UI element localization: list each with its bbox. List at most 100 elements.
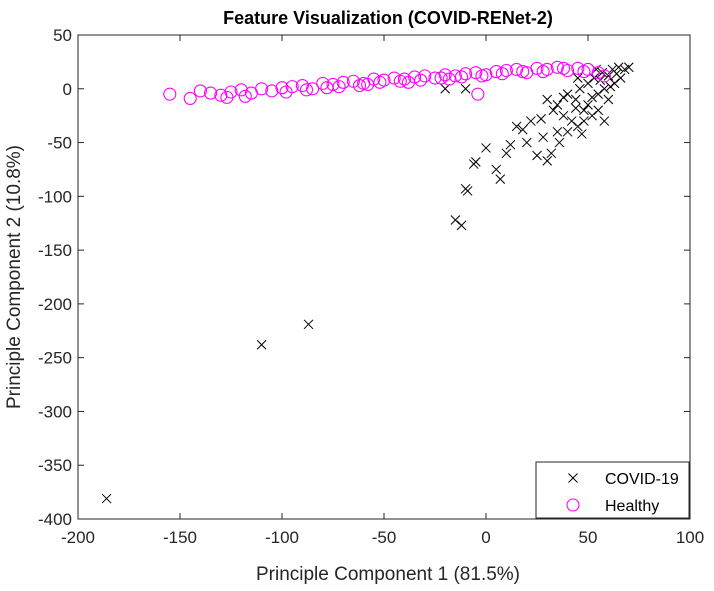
data-point-healthy bbox=[224, 85, 238, 99]
data-point-healthy bbox=[387, 71, 401, 85]
data-point-healthy bbox=[499, 63, 513, 78]
data-point-covid-19 bbox=[570, 103, 581, 113]
data-point-healthy bbox=[275, 81, 289, 95]
data-point-covid-19 bbox=[505, 139, 516, 150]
data-point-covid-19 bbox=[579, 116, 589, 126]
legend-marker-symbol-1 bbox=[566, 498, 580, 512]
data-point-healthy bbox=[352, 79, 367, 93]
data-point-healthy bbox=[295, 79, 309, 93]
data-point-covid-19 bbox=[554, 137, 565, 148]
data-point-covid-19 bbox=[460, 83, 471, 94]
x-tick-label: -50 bbox=[372, 528, 397, 547]
data-point-covid-19 bbox=[548, 105, 559, 116]
data-point-covid-19 bbox=[546, 148, 557, 159]
data-point-healthy bbox=[393, 74, 407, 88]
legend-label-covid-19: COVID-19 bbox=[605, 471, 679, 488]
data-point-covid-19 bbox=[603, 94, 614, 105]
data-point-covid-19 bbox=[574, 83, 585, 94]
data-point-healthy bbox=[255, 82, 269, 96]
data-point-healthy bbox=[373, 75, 387, 89]
legend-label-healthy: Healthy bbox=[605, 498, 659, 515]
data-point-covid-19 bbox=[562, 126, 573, 137]
data-point-healthy bbox=[536, 65, 550, 79]
data-point-healthy bbox=[495, 67, 509, 81]
data-point-covid-19 bbox=[511, 121, 522, 132]
plot-area bbox=[77, 34, 691, 520]
y-tick-label: -250 bbox=[38, 349, 72, 368]
data-point-healthy bbox=[204, 86, 218, 100]
data-point-healthy bbox=[597, 69, 611, 83]
data-point-healthy bbox=[418, 69, 432, 83]
data-point-healthy bbox=[265, 84, 279, 98]
data-point-healthy bbox=[361, 77, 375, 92]
data-point-covid-19 bbox=[572, 73, 583, 83]
x-tick-label: 100 bbox=[676, 528, 704, 547]
data-point-covid-19 bbox=[538, 132, 548, 143]
data-point-healthy bbox=[556, 61, 571, 75]
data-point-covid-19 bbox=[577, 129, 587, 139]
legend: COVID-19 Healthy bbox=[535, 461, 690, 519]
data-point-covid-19 bbox=[517, 124, 528, 135]
data-point-covid-19 bbox=[603, 71, 614, 81]
data-point-covid-19 bbox=[587, 110, 597, 121]
data-point-covid-19 bbox=[593, 89, 604, 100]
data-point-covid-19 bbox=[605, 81, 616, 92]
data-point-covid-19 bbox=[542, 94, 553, 105]
data-point-healthy bbox=[448, 69, 462, 83]
data-point-healthy bbox=[469, 66, 483, 80]
data-point-covid-19 bbox=[572, 121, 583, 132]
x-axis-label: Principle Component 1 (81.5%) bbox=[256, 564, 520, 585]
data-point-healthy bbox=[316, 76, 330, 90]
data-point-covid-19 bbox=[481, 143, 491, 153]
data-point-covid-19 bbox=[609, 78, 620, 89]
data-point-covid-19 bbox=[470, 157, 481, 167]
x-tick-label: -150 bbox=[163, 528, 197, 547]
data-point-healthy bbox=[214, 88, 228, 102]
data-point-covid-19 bbox=[566, 116, 577, 126]
data-point-covid-19 bbox=[611, 68, 622, 79]
data-point-covid-19 bbox=[558, 110, 569, 121]
y-tick-label: -300 bbox=[38, 402, 72, 421]
data-point-healthy bbox=[234, 83, 248, 97]
data-point-covid-19 bbox=[501, 148, 512, 159]
y-tick-label: -400 bbox=[38, 510, 72, 529]
legend-box bbox=[535, 461, 690, 519]
legend-marker-symbol-0 bbox=[568, 473, 578, 483]
data-point-healthy bbox=[320, 81, 334, 95]
data-point-healthy bbox=[306, 82, 320, 96]
data-point-healthy bbox=[516, 65, 530, 79]
legend-marker-healthy bbox=[566, 498, 580, 512]
data-point-healthy bbox=[489, 65, 503, 79]
data-point-covid-19 bbox=[623, 62, 634, 73]
data-point-healthy bbox=[530, 61, 544, 75]
data-point-covid-19 bbox=[536, 114, 546, 124]
data-point-covid-19 bbox=[583, 78, 593, 89]
data-point-healthy bbox=[471, 87, 485, 101]
data-point-healthy bbox=[459, 67, 473, 81]
y-tick-label: 50 bbox=[53, 26, 72, 45]
data-point-covid-19 bbox=[558, 92, 569, 103]
x-tick-label: 50 bbox=[579, 528, 598, 547]
x-tick-label: -100 bbox=[265, 528, 299, 547]
data-point-healthy bbox=[193, 84, 207, 98]
data-point-healthy bbox=[163, 87, 177, 101]
data-point-covid-19 bbox=[593, 105, 604, 116]
axis-ticks: -200 -150 -100 -50 0 50 100500-50-100-150-200-… bbox=[38, 26, 704, 547]
data-point-healthy bbox=[577, 65, 591, 79]
data-point-covid-19 bbox=[562, 89, 573, 100]
data-point-healthy bbox=[414, 73, 428, 87]
data-point-covid-19 bbox=[552, 100, 563, 110]
data-point-covid-19 bbox=[495, 174, 506, 184]
data-point-healthy bbox=[434, 71, 448, 85]
data-point-covid-19 bbox=[462, 186, 473, 196]
data-point-covid-19 bbox=[532, 150, 542, 161]
data-point-healthy bbox=[442, 72, 456, 86]
data-point-covid-19 bbox=[101, 493, 112, 504]
y-tick-label: -50 bbox=[47, 134, 72, 153]
data-point-healthy bbox=[550, 60, 564, 74]
data-point-covid-19 bbox=[456, 220, 467, 231]
data-point-covid-19 bbox=[587, 92, 597, 103]
legend-marker-covid-19 bbox=[568, 473, 578, 483]
data-point-covid-19 bbox=[256, 339, 267, 350]
